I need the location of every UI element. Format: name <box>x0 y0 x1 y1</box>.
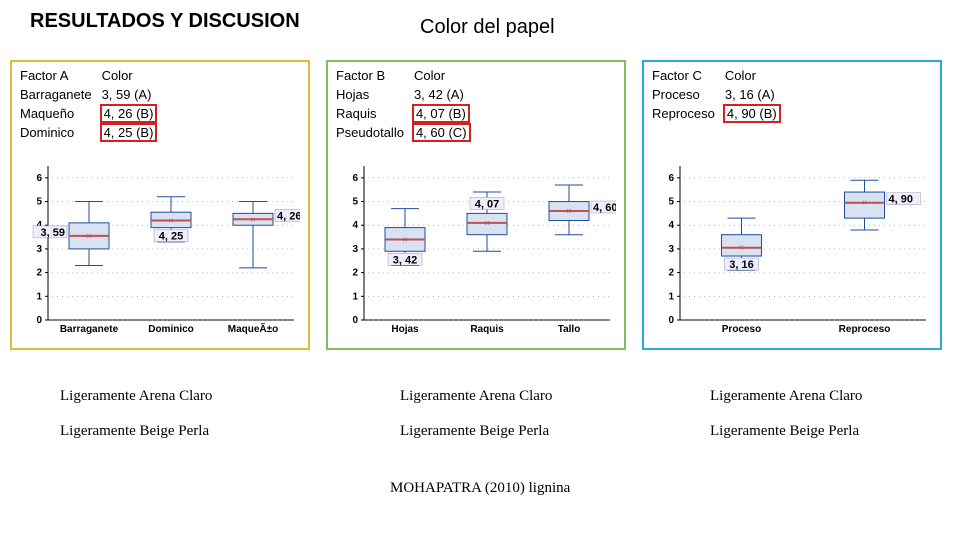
svg-text:4, 60: 4, 60 <box>593 202 616 214</box>
svg-text:1: 1 <box>668 291 674 302</box>
table-factor-b: Factor B Color Hojas 3, 42 (A) Raquis 4,… <box>334 66 479 144</box>
caption-line: Ligeramente Arena Claro <box>400 388 552 405</box>
cell-value: 3, 16 (A) <box>725 87 787 104</box>
svg-text:3: 3 <box>668 244 674 255</box>
svg-text:4, 90: 4, 90 <box>889 194 913 206</box>
svg-text:MaqueÃ±o: MaqueÃ±o <box>228 322 279 335</box>
svg-text:×: × <box>862 198 867 208</box>
caption-line: Ligeramente Arena Claro <box>710 388 862 405</box>
svg-text:Hojas: Hojas <box>391 324 419 335</box>
cell-label: Dominico <box>20 125 100 142</box>
panel-factor-b: Factor B Color Hojas 3, 42 (A) Raquis 4,… <box>326 60 626 350</box>
boxplot-factor-a: 0123456BarraganeteDominicoMaqueÃ±o×3, 59… <box>20 162 300 340</box>
cell-value: 3, 59 (A) <box>102 87 164 104</box>
svg-text:3, 16: 3, 16 <box>729 259 753 271</box>
boxplot-factor-c: 0 1 2 3 4 5 6 Proceso Reproceso × 3, 16 × 4, 90 <box>652 162 932 340</box>
cell-label: Hojas <box>336 87 412 104</box>
svg-text:×: × <box>484 218 489 228</box>
cell-value: 4, 25 (B) <box>102 125 164 142</box>
svg-text:4: 4 <box>352 220 358 231</box>
svg-text:3: 3 <box>36 244 42 255</box>
boxplot-factor-b: 0 1 2 3 4 5 6 Hojas Raquis Tallo × 3, 42 × 4, 07 × 4, 6… <box>336 162 616 340</box>
col-header-factor: Factor C <box>652 68 723 85</box>
cell-value: 4, 07 (B) <box>414 106 477 123</box>
svg-text:×: × <box>402 234 407 244</box>
caption-line: Ligeramente Beige Perla <box>400 423 552 440</box>
svg-text:4, 25: 4, 25 <box>159 231 183 243</box>
svg-text:×: × <box>250 214 255 224</box>
col-header-factor: Factor B <box>336 68 412 85</box>
panel-factor-a: Factor A Color Barraganete 3, 59 (A) Maq… <box>10 60 310 350</box>
svg-text:0: 0 <box>36 315 42 326</box>
svg-text:3: 3 <box>352 244 358 255</box>
svg-text:3, 42: 3, 42 <box>393 254 417 266</box>
svg-text:5: 5 <box>668 197 674 208</box>
caption-factor-c: Ligeramente Arena Claro Ligeramente Beig… <box>710 388 862 458</box>
cell-label: Reproceso <box>652 106 723 123</box>
cell-label: Pseudotallo <box>336 125 412 142</box>
svg-text:5: 5 <box>352 197 358 208</box>
svg-text:4, 07: 4, 07 <box>475 198 499 210</box>
panel-factor-c: Factor C Color Proceso 3, 16 (A) Reproce… <box>642 60 942 350</box>
svg-text:Tallo: Tallo <box>558 324 581 335</box>
cell-value: 4, 60 (C) <box>414 125 477 142</box>
cell-label: Raquis <box>336 106 412 123</box>
svg-text:×: × <box>739 243 744 253</box>
svg-text:1: 1 <box>36 291 42 302</box>
col-header-value: Color <box>102 68 164 85</box>
table-factor-a: Factor A Color Barraganete 3, 59 (A) Maq… <box>18 66 165 144</box>
cell-value: 4, 90 (B) <box>725 106 787 123</box>
svg-text:×: × <box>566 206 571 216</box>
table-factor-c: Factor C Color Proceso 3, 16 (A) Reproce… <box>650 66 789 125</box>
col-header-factor: Factor A <box>20 68 100 85</box>
svg-text:0: 0 <box>668 315 674 326</box>
svg-text:×: × <box>86 231 91 241</box>
svg-text:6: 6 <box>36 173 42 184</box>
svg-text:Barraganete: Barraganete <box>60 324 119 335</box>
cell-label: Maqueño <box>20 106 100 123</box>
col-header-value: Color <box>414 68 477 85</box>
citation: MOHAPATRA (2010) lignina <box>390 480 570 497</box>
svg-text:6: 6 <box>352 173 358 184</box>
cell-value: 4, 26 (B) <box>102 106 164 123</box>
svg-text:Proceso: Proceso <box>722 324 761 335</box>
svg-text:4: 4 <box>668 220 674 231</box>
caption-factor-b: Ligeramente Arena Claro Ligeramente Beig… <box>400 388 552 458</box>
subsection-title: Color del papel <box>420 16 555 39</box>
caption-factor-a: Ligeramente Arena Claro Ligeramente Beig… <box>60 388 212 458</box>
svg-text:3, 59: 3, 59 <box>41 227 65 239</box>
col-header-value: Color <box>725 68 787 85</box>
svg-text:Reproceso: Reproceso <box>839 324 891 335</box>
svg-text:2: 2 <box>36 268 42 279</box>
cell-label: Proceso <box>652 87 723 104</box>
svg-text:5: 5 <box>36 197 42 208</box>
cell-label: Barraganete <box>20 87 100 104</box>
svg-text:2: 2 <box>668 268 674 279</box>
caption-line: Ligeramente Beige Perla <box>60 423 212 440</box>
cell-value: 3, 42 (A) <box>414 87 477 104</box>
caption-line: Ligeramente Beige Perla <box>710 423 862 440</box>
caption-line: Ligeramente Arena Claro <box>60 388 212 405</box>
svg-text:×: × <box>168 215 173 225</box>
svg-text:4, 26: 4, 26 <box>277 210 300 222</box>
svg-text:1: 1 <box>352 291 358 302</box>
svg-text:6: 6 <box>668 173 674 184</box>
svg-text:Raquis: Raquis <box>470 324 504 335</box>
svg-text:2: 2 <box>352 268 358 279</box>
section-title: RESULTADOS Y DISCUSION <box>30 10 300 33</box>
svg-text:Dominico: Dominico <box>148 324 194 335</box>
svg-text:0: 0 <box>352 315 358 326</box>
